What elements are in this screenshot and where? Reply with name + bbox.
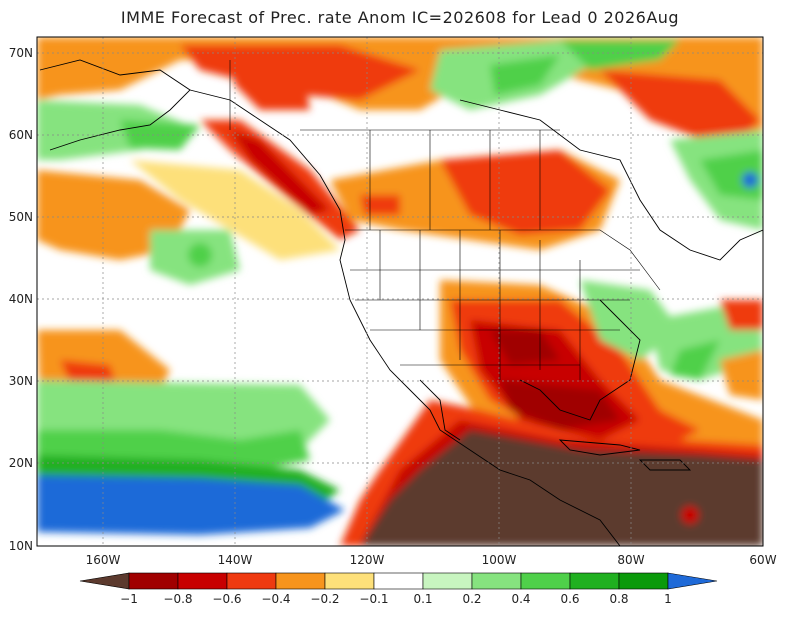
latitude-labels: 70N 60N 50N 40N 30N 20N 10N [9,46,33,553]
coastlines [39,59,763,546]
lon-label: 100W [482,553,517,567]
colorbar [79,572,718,590]
lat-label: 10N [9,539,33,553]
lon-label: 120W [350,553,385,567]
colorbar-swatch [618,572,669,590]
anomaly-fields [37,37,763,546]
lon-label: 60W [749,553,776,567]
colorbar-swatch [520,572,571,590]
colorbar-swatch [275,572,326,590]
lat-label: 40N [9,292,33,306]
colorbar-swatch [471,572,522,590]
colorbar-label: 0.4 [511,592,530,606]
lat-label: 30N [9,374,33,388]
colorbar-label: 0.1 [413,592,432,606]
map-frame [36,36,764,547]
lon-label: 160W [86,553,121,567]
colorbar-swatch [422,572,473,590]
colorbar-label: −0.6 [212,592,241,606]
colorbar-swatch [226,572,277,590]
colorbar-label: 0.2 [462,592,481,606]
colorbar-swatch [177,572,228,590]
lon-label: 80W [617,553,644,567]
longitude-labels: 160W 140W 120W 100W 80W 60W [86,553,777,567]
colorbar-swatch [128,572,179,590]
colorbar-label: 1 [664,592,672,606]
colorbar-label: −0.4 [261,592,290,606]
field-dry-tropics [360,430,763,546]
political-borders [229,60,661,380]
colorbar-label: 0.6 [560,592,579,606]
lat-label: 20N [9,456,33,470]
lat-label: 50N [9,210,33,224]
lat-label: 60N [9,128,33,142]
colorbar-label: 0.8 [609,592,628,606]
colorbar-arrow-high [667,572,718,590]
colorbar-swatch [373,572,424,590]
graticule [37,37,763,546]
lon-label: 140W [218,553,253,567]
colorbar-label: −0.2 [310,592,339,606]
colorbar-swatch [324,572,375,590]
colorbar-label: −0.8 [163,592,192,606]
colorbar-label: −1 [120,592,138,606]
lat-label: 70N [9,46,33,60]
colorbar-arrow-low [79,572,130,590]
map-title: IMME Forecast of Prec. rate Anom IC=2026… [120,8,680,27]
field-wet-pacific [37,475,345,535]
colorbar-swatch [569,572,620,590]
colorbar-label: −0.1 [359,592,388,606]
colorbar-labels: −1 −0.8 −0.6 −0.4 −0.2 −0.1 0.1 0.2 0.4 … [120,592,672,606]
